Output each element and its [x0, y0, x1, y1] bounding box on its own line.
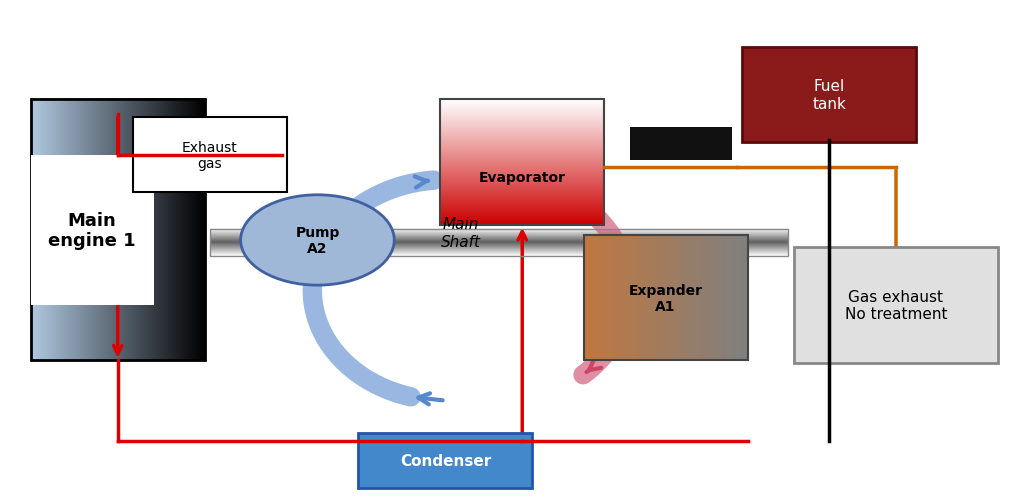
FancyBboxPatch shape [133, 118, 287, 193]
Ellipse shape [241, 195, 394, 286]
Bar [584, 235, 748, 361]
Bar [210, 229, 788, 257]
Text: Main
Shaft: Main Shaft [440, 217, 481, 249]
Text: Exhaust
gas: Exhaust gas [182, 140, 238, 170]
Bar [31, 100, 205, 361]
Text: Pump
A2: Pump A2 [295, 225, 340, 256]
Text: Expander
A1: Expander A1 [629, 283, 702, 313]
Text: Main
engine 1: Main engine 1 [48, 211, 136, 250]
Bar [440, 100, 604, 225]
Text: Fuel
tank: Fuel tank [812, 79, 847, 111]
Text: Evaporator: Evaporator [479, 171, 565, 185]
FancyBboxPatch shape [794, 248, 998, 363]
Text: Condenser: Condenser [399, 453, 492, 468]
Bar [630, 128, 732, 160]
FancyBboxPatch shape [31, 155, 154, 306]
FancyBboxPatch shape [358, 433, 532, 488]
FancyBboxPatch shape [742, 48, 916, 143]
Text: Gas exhaust
No treatment: Gas exhaust No treatment [845, 290, 947, 322]
